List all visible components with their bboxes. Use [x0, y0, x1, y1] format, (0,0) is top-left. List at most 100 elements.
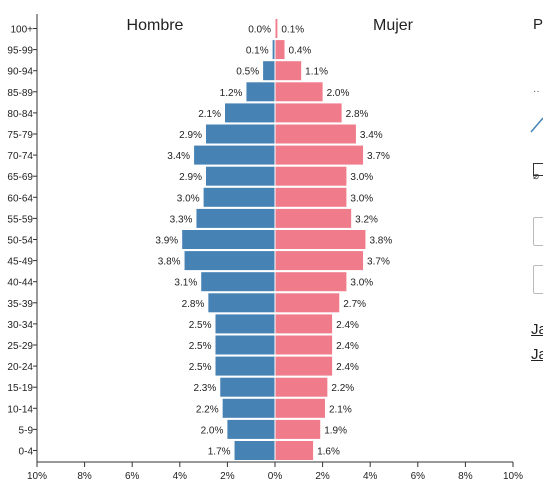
bar-male-15-19[interactable]	[220, 377, 275, 397]
label-male-0-4: 1.7%	[208, 447, 231, 458]
bar-male-45-49[interactable]	[184, 251, 275, 271]
bar-female-15-19[interactable]	[275, 377, 328, 397]
bar-female-30-34[interactable]	[275, 314, 333, 334]
x-tick-label-right: 8%	[458, 471, 473, 482]
age-label-35-39: 35-39	[7, 299, 33, 310]
label-female-65-69: 3.0%	[350, 172, 373, 183]
bar-male-80-84[interactable]	[225, 103, 275, 123]
label-female-95-99: 0.4%	[289, 46, 312, 57]
label-female-45-49: 3.7%	[367, 257, 390, 268]
label-female-30-34: 2.4%	[336, 320, 359, 331]
age-label-50-54: 50-54	[7, 236, 33, 247]
x-tick-label-right: 4%	[363, 471, 378, 482]
age-label-5-9: 5-9	[19, 425, 34, 436]
trend-line-icon	[530, 117, 543, 133]
bar-female-45-49[interactable]	[275, 251, 364, 271]
label-female-25-29: 2.4%	[336, 341, 359, 352]
bar-male-85-89[interactable]	[246, 82, 275, 102]
bar-male-60-64[interactable]	[203, 187, 275, 207]
x-tick-label-left: 2%	[220, 471, 235, 482]
bar-male-40-44[interactable]	[201, 272, 275, 292]
x-tick-label-left: 0%	[268, 471, 283, 482]
male-bars	[182, 40, 275, 460]
bar-male-0-4[interactable]	[234, 441, 275, 460]
x-tick-label-left: 4%	[173, 471, 188, 482]
pin-icon: ⌀	[533, 171, 540, 182]
bar-male-65-69[interactable]	[205, 166, 275, 186]
label-male-30-34: 2.5%	[189, 320, 212, 331]
bar-female-20-24[interactable]	[275, 356, 333, 376]
age-label-40-44: 40-44	[7, 278, 33, 289]
bar-male-70-74[interactable]	[194, 145, 275, 165]
bar-male-55-59[interactable]	[196, 208, 275, 228]
bar-female-25-29[interactable]	[275, 335, 333, 355]
bar-female-85-89[interactable]	[275, 82, 323, 102]
bar-male-5-9[interactable]	[227, 419, 275, 439]
bar-male-20-24[interactable]	[215, 356, 276, 376]
x-tick-label-left: 6%	[125, 471, 140, 482]
label-female-0-4: 1.6%	[317, 447, 340, 458]
x-tick-label-left: 8%	[77, 471, 92, 482]
side-heading-fragment: Po	[533, 16, 543, 33]
x-axis-ticks: 10% 8% 6% 4% 2% 0% 2% 4% 6% 8% 10%	[27, 462, 523, 482]
bar-female-70-74[interactable]	[275, 145, 364, 165]
bar-male-75-79[interactable]	[205, 124, 275, 144]
female-bars	[274, 19, 366, 462]
bar-female-65-69[interactable]	[275, 166, 347, 186]
age-label-25-29: 25-29	[7, 341, 33, 352]
label-male-90-94: 0.5%	[236, 67, 259, 78]
bar-female-10-14[interactable]	[275, 398, 325, 418]
bar-male-95-99[interactable]	[272, 40, 275, 60]
label-male-75-79: 2.9%	[179, 130, 202, 141]
select-box-1[interactable]	[533, 217, 543, 246]
age-label-95-99: 95-99	[7, 46, 33, 57]
bar-female-90-94[interactable]	[275, 61, 302, 81]
label-female-90-94: 1.1%	[305, 67, 328, 78]
label-male-50-54: 3.9%	[155, 236, 178, 247]
bar-male-25-29[interactable]	[215, 335, 276, 355]
label-male-70-74: 3.4%	[167, 151, 190, 162]
bar-male-90-94[interactable]	[263, 61, 275, 81]
bar-male-50-54[interactable]	[182, 230, 275, 249]
bar-female-100+[interactable]	[275, 19, 278, 38]
bar-female-80-84[interactable]	[275, 103, 342, 123]
label-female-10-14: 2.1%	[329, 404, 352, 415]
select-box-2[interactable]	[533, 265, 543, 294]
bar-female-75-79[interactable]	[275, 124, 356, 144]
bar-female-0-4[interactable]	[275, 441, 314, 460]
age-label-75-79: 75-79	[7, 130, 33, 141]
bar-male-10-14[interactable]	[222, 398, 275, 418]
label-female-100+: 0.1%	[281, 25, 304, 36]
label-female-75-79: 3.4%	[360, 130, 383, 141]
label-male-15-19: 2.3%	[193, 383, 216, 394]
side-link-2[interactable]: Ja	[531, 346, 543, 363]
age-group-labels: 100+ 95-99 90-94 85-89 80-84 75-79 70-74 65-69 6…	[7, 25, 37, 458]
age-label-90-94: 90-94	[7, 67, 33, 78]
label-female-60-64: 3.0%	[350, 193, 373, 204]
bar-female-60-64[interactable]	[275, 187, 347, 207]
bar-female-40-44[interactable]	[275, 272, 347, 292]
label-male-10-14: 2.2%	[196, 404, 219, 415]
bar-female-5-9[interactable]	[275, 419, 321, 439]
age-label-15-19: 15-19	[7, 383, 33, 394]
label-male-100+: 0.0%	[248, 25, 271, 36]
bar-male-35-39[interactable]	[208, 293, 275, 313]
side-link-1[interactable]: Ja	[531, 321, 543, 338]
age-label-0-4: 0-4	[19, 447, 34, 458]
label-male-85-89: 1.2%	[220, 88, 243, 99]
bar-female-95-99[interactable]	[275, 40, 285, 60]
bar-female-50-54[interactable]	[275, 230, 366, 249]
label-female-5-9: 1.9%	[324, 425, 347, 436]
label-female-20-24: 2.4%	[336, 362, 359, 373]
bar-female-55-59[interactable]	[275, 208, 352, 228]
age-label-30-34: 30-34	[7, 320, 33, 331]
label-female-55-59: 3.2%	[355, 214, 378, 225]
x-tick-label-right: 2%	[315, 471, 330, 482]
option-checkbox[interactable]	[533, 163, 543, 176]
bar-female-35-39[interactable]	[275, 293, 340, 313]
label-female-85-89: 2.0%	[327, 88, 350, 99]
label-male-35-39: 2.8%	[182, 299, 205, 310]
bar-male-30-34[interactable]	[215, 314, 276, 334]
label-male-25-29: 2.5%	[189, 341, 212, 352]
